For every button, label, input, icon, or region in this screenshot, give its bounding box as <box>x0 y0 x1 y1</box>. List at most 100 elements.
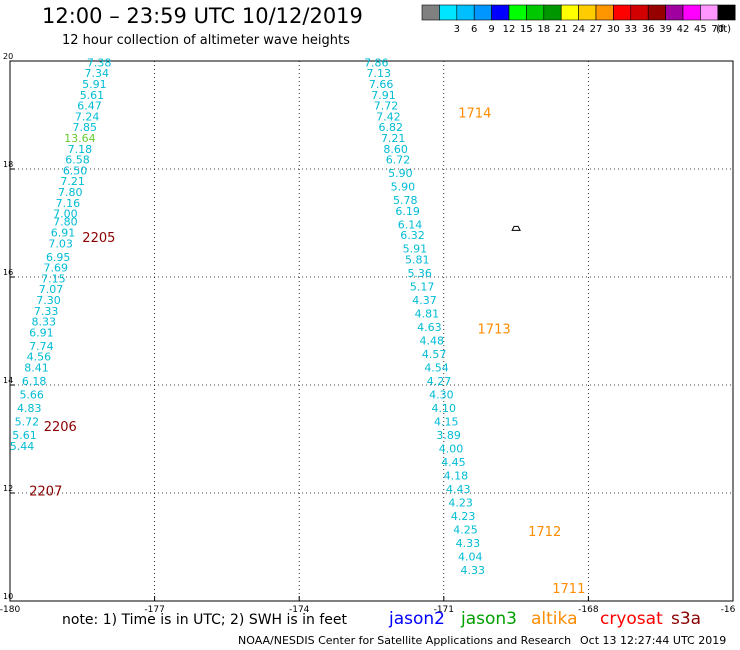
legend-tick-label: 70 <box>711 24 724 35</box>
wave-height-label: 5.78 <box>393 194 418 207</box>
legend-unit: (ft) <box>716 24 731 35</box>
wave-height-label: 5.36 <box>407 267 432 280</box>
pass-time-label: 2207 <box>29 485 62 500</box>
wave-height-label: 6.32 <box>400 229 425 242</box>
wave-height-label: 6.18 <box>22 375 47 388</box>
legend-tick-label: 12 <box>503 24 516 35</box>
lon-tick-label: -16 <box>721 605 736 615</box>
wave-height-label: 4.83 <box>17 402 42 415</box>
legend-tick-label: 27 <box>590 24 603 35</box>
satellite-name-jason3: jason3 <box>461 609 517 629</box>
wave-height-label: 8.33 <box>31 316 56 329</box>
wave-height-label: 7.38 <box>87 56 112 69</box>
wave-height-label: 5.44 <box>10 440 35 453</box>
wave-height-label: 7.69 <box>44 262 69 275</box>
wave-height-label: 7.16 <box>56 197 81 210</box>
legend-tick-label: 39 <box>659 24 672 35</box>
lon-tick-label: -180 <box>0 605 20 615</box>
wave-height-label: 5.72 <box>15 416 40 429</box>
credit-text: NOAA/NESDIS Center for Satellite Applica… <box>238 634 572 647</box>
wave-height-label: 6.72 <box>386 154 411 167</box>
wave-height-label: 7.07 <box>39 283 64 296</box>
wave-height-label: 7.21 <box>60 175 85 188</box>
legend-tick-label: 9 <box>488 24 494 35</box>
wave-height-label: 4.33 <box>460 564 485 577</box>
wave-height-label: 4.33 <box>456 537 481 550</box>
pass-time-label: 1714 <box>458 107 491 122</box>
wave-height-label: 5.90 <box>388 167 413 180</box>
legend-tick-label: 3 <box>454 24 460 35</box>
lat-tick-label: 18 <box>3 160 13 169</box>
pass-time-label: 2205 <box>82 231 115 246</box>
wave-height-label: 7.18 <box>68 143 93 156</box>
ship-marker-icon <box>511 225 521 231</box>
page-subtitle: 12 hour collection of altimeter wave hei… <box>62 33 350 48</box>
wave-height-label: 4.30 <box>429 389 454 402</box>
wave-height-label: 7.33 <box>34 305 59 318</box>
wave-height-label: 7.80 <box>58 186 83 199</box>
wave-height-label: 7.03 <box>48 237 73 250</box>
wave-height-label: 5.91 <box>403 243 428 256</box>
wave-height-label: 4.56 <box>27 351 52 364</box>
map-frame <box>9 60 734 602</box>
page-title: 12:00 – 23:59 UTC 10/12/2019 <box>42 4 363 28</box>
pass-time-label: 1712 <box>528 525 561 540</box>
wave-height-label: 4.23 <box>451 510 476 523</box>
legend-tick-label: 21 <box>555 24 568 35</box>
wave-height-label: 7.66 <box>369 78 394 91</box>
timestamp-text: Oct 13 12:27:44 UTC 2019 <box>580 634 727 647</box>
wave-height-label: 6.50 <box>63 164 88 177</box>
wave-height-label: 7.72 <box>374 100 399 113</box>
wave-height-label: 7.74 <box>29 340 54 353</box>
legend-swatch <box>717 4 736 21</box>
wave-height-label: 7.15 <box>41 272 66 285</box>
wave-height-label: 4.15 <box>434 416 459 429</box>
wave-height-label: 5.91 <box>82 78 107 91</box>
lat-tick-label: 10 <box>3 592 13 601</box>
wave-height-label: 6.95 <box>46 251 71 264</box>
wave-height-label: 7.24 <box>75 110 100 123</box>
wave-height-label: 4.45 <box>441 456 466 469</box>
legend-tick-label: 24 <box>572 24 585 35</box>
wave-height-label: 4.43 <box>446 483 471 496</box>
wave-height-label: 7.00 <box>53 208 78 221</box>
legend-tick-label: 33 <box>624 24 637 35</box>
wave-height-label: 3.89 <box>436 429 461 442</box>
wave-height-label: 7.13 <box>366 67 391 80</box>
wave-height-label: 4.37 <box>412 294 437 307</box>
pass-time-label: 2206 <box>44 420 77 435</box>
wave-height-label: 4.27 <box>427 375 452 388</box>
lat-tick-label: 20 <box>3 52 13 61</box>
wave-height-label: 4.54 <box>424 362 449 375</box>
wave-height-label: 6.91 <box>51 227 76 240</box>
wave-height-label: 13.64 <box>64 132 96 145</box>
legend-tick-label: 30 <box>607 24 620 35</box>
satellite-name-altika: altika <box>531 609 578 629</box>
wave-height-label: 4.10 <box>432 402 457 415</box>
wave-height-label: 4.63 <box>417 321 442 334</box>
wave-height-label: 7.85 <box>72 121 97 134</box>
wave-height-label: 7.21 <box>381 132 406 145</box>
wave-height-label: 5.17 <box>410 281 435 294</box>
lon-tick-label: -174 <box>289 605 310 615</box>
wave-height-label: 4.00 <box>439 443 464 456</box>
color-legend: 3 6 9 12 15 18 21 24 27 30 33 36 39 42 45 70(ft) <box>421 4 736 35</box>
wave-height-label: 5.66 <box>19 389 44 402</box>
lon-tick-label: -177 <box>144 605 164 615</box>
wave-height-label: 4.25 <box>453 524 478 537</box>
satellite-name-jason2: jason2 <box>389 609 445 629</box>
pass-time-label: 1713 <box>478 323 511 338</box>
wave-height-label: 6.91 <box>29 326 54 339</box>
wave-height-label: 4.23 <box>448 497 473 510</box>
wave-height-label: 7.30 <box>36 294 61 307</box>
legend-tick-label: 42 <box>677 24 690 35</box>
wave-height-label: 8.60 <box>383 143 408 156</box>
legend-tick-label: 6 <box>471 24 477 35</box>
lat-tick-label: 16 <box>3 268 13 277</box>
legend-tick-label: 45 <box>694 24 707 35</box>
legend-tick-label: 18 <box>537 24 550 35</box>
wave-height-label: 7.34 <box>85 67 110 80</box>
lat-tick-label: 12 <box>3 484 13 493</box>
wave-height-label: 6.47 <box>77 100 102 113</box>
